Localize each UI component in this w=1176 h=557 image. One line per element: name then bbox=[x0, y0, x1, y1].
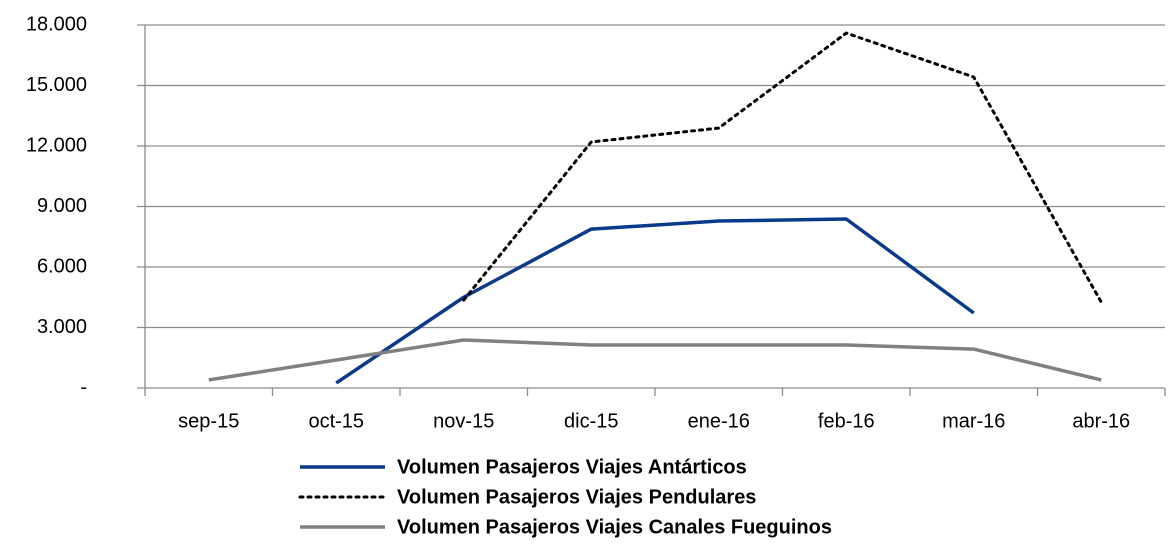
legend-label: Volumen Pasajeros Viajes Pendulares bbox=[397, 486, 756, 508]
x-tick-label: sep-15 bbox=[178, 410, 239, 432]
series-line bbox=[335, 217, 975, 385]
y-tick-label: 6.000 bbox=[37, 255, 87, 277]
x-tick-label: abr-16 bbox=[1072, 410, 1130, 432]
x-tick-label: feb-16 bbox=[818, 410, 875, 432]
x-tick-label: nov-15 bbox=[433, 410, 494, 432]
x-tick-label: dic-15 bbox=[564, 410, 618, 432]
x-tick-label: mar-16 bbox=[942, 410, 1005, 432]
y-tick-label: 18.000 bbox=[26, 13, 87, 35]
series-line bbox=[208, 338, 1102, 382]
y-tick-label: 12.000 bbox=[26, 134, 87, 156]
y-tick-label: 9.000 bbox=[37, 195, 87, 217]
y-tick-label: 3.000 bbox=[37, 316, 87, 338]
legend-label: Volumen Pasajeros Viajes Canales Fueguin… bbox=[397, 516, 832, 538]
y-tick-label: 15.000 bbox=[26, 74, 87, 96]
x-tick-label: oct-15 bbox=[308, 410, 364, 432]
series-line bbox=[462, 31, 1103, 304]
legend-label: Volumen Pasajeros Viajes Antárticos bbox=[397, 456, 747, 478]
y-tick-label: - bbox=[80, 376, 87, 398]
x-tick-label: ene-16 bbox=[688, 410, 750, 432]
